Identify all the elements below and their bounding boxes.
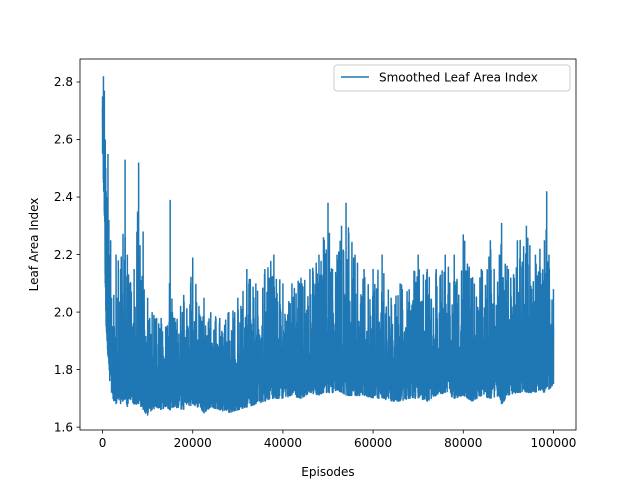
y-tick-label: 1.6 [54, 420, 73, 434]
y-tick-label: 1.8 [54, 363, 73, 377]
x-tick-label: 60000 [354, 436, 392, 450]
series-peaks [101, 76, 555, 416]
y-axis-ticks: 1.6 1.8 2.0 2.2 2.4 2.6 2.8 [54, 75, 80, 434]
legend-box [333, 64, 571, 92]
y-tick-label: 2.4 [54, 190, 73, 204]
y-tick-label: 2.8 [54, 75, 73, 89]
axes-frame [79, 58, 577, 431]
x-tick-label: 40000 [264, 436, 302, 450]
x-axis-ticks: 0 20000 40000 60000 80000 100000 [99, 430, 577, 450]
y-tick-label: 2.6 [54, 133, 73, 147]
x-tick-label: 100000 [531, 436, 577, 450]
series-layer [101, 76, 555, 416]
y-axis-label: Leaf Area Index [27, 198, 41, 292]
x-axis-label: Episodes [301, 465, 354, 479]
y-tick-label: 2.0 [54, 305, 73, 319]
legend-label: Smoothed Leaf Area Index [379, 71, 538, 85]
legend: Smoothed Leaf Area Index [333, 64, 571, 92]
y-tick-label: 2.2 [54, 248, 73, 262]
x-tick-label: 80000 [444, 436, 482, 450]
x-tick-label: 20000 [174, 436, 212, 450]
x-tick-label: 0 [99, 436, 107, 450]
